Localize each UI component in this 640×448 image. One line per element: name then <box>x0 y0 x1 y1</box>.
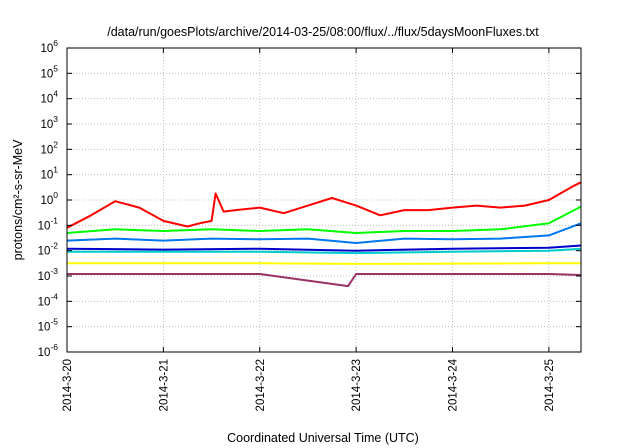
y-tick-label: 100 <box>40 190 58 207</box>
series-line-3 <box>66 222 582 244</box>
x-tick-label: 2014-3-22 <box>255 359 267 411</box>
axis-ticks <box>66 47 581 353</box>
y-tick-label: 10-3 <box>38 266 59 283</box>
series-line-2 <box>66 205 582 234</box>
y-tick-label: 105 <box>40 63 58 80</box>
y-tick-label: 103 <box>40 114 58 131</box>
y-axis-label: protons/cm²-s-sr-MeV <box>11 139 25 261</box>
y-tick-labels: 10-6 10-5 10-4 10-3 10-2 10-1 100 101 102 103 104 1… <box>38 38 59 359</box>
x-tick-label: 2014-3-20 <box>62 359 74 411</box>
series-group <box>66 181 582 288</box>
y-tick-label: 101 <box>40 165 58 182</box>
y-tick-label: 10-1 <box>38 215 59 232</box>
series-line-6 <box>67 262 581 265</box>
y-tick-label: 10-5 <box>38 317 59 334</box>
x-axis-label: Coordinated Universal Time (UTC) <box>227 431 419 445</box>
y-tick-label: 10-2 <box>38 241 59 258</box>
series-line-1 <box>66 181 582 229</box>
x-tick-label: 2014-3-21 <box>158 359 170 411</box>
chart-title: /data/run/goesPlots/archive/2014-03-25/0… <box>107 25 539 39</box>
y-tick-label: 102 <box>40 139 58 156</box>
y-tick-label: 106 <box>40 38 58 55</box>
series-line-5 <box>66 244 582 252</box>
x-tick-label: 2014-3-24 <box>448 358 460 411</box>
series-line-4 <box>67 247 582 255</box>
y-tick-label: 10-4 <box>38 291 59 308</box>
x-tick-label: 2014-3-23 <box>351 359 363 411</box>
x-tick-labels: 2014-3-20 2014-3-21 2014-3-22 2014-3-23 2014… <box>62 358 556 411</box>
series-line-7 <box>67 273 582 288</box>
y-tick-label: 104 <box>40 89 58 106</box>
x-tick-label: 2014-3-25 <box>544 359 556 411</box>
y-tick-label: 10-6 <box>38 342 59 359</box>
